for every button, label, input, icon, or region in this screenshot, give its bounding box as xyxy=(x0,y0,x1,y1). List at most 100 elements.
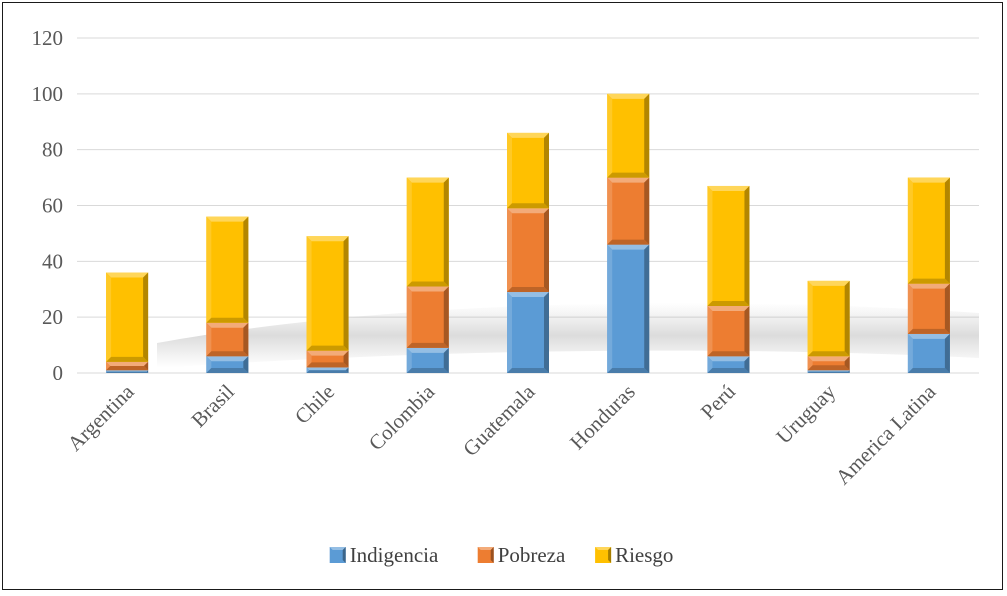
bar-bevel-right xyxy=(243,216,249,323)
bar-bevel-top xyxy=(306,350,349,356)
bar-body xyxy=(507,292,549,373)
bar-bevel-left xyxy=(406,286,412,348)
bar-bevel-bottom xyxy=(206,368,249,373)
legend-swatch-bevel xyxy=(329,547,346,550)
bar-body xyxy=(206,322,249,357)
bar-bevel-bottom xyxy=(406,368,449,373)
bar-bevel-top xyxy=(907,333,950,339)
bar-bevel-bottom xyxy=(507,287,549,293)
bar-segment-pobreza xyxy=(206,322,249,357)
bar-bevel-bottom xyxy=(206,351,249,357)
x-category-label: Uruguay xyxy=(771,379,840,448)
bar-bevel-left xyxy=(607,177,613,245)
bar-bevel-top xyxy=(206,322,249,328)
bar-segment-pobreza xyxy=(406,286,449,348)
x-category-label: Colombia xyxy=(364,379,440,455)
bar-body xyxy=(907,283,950,334)
x-category-label: Honduras xyxy=(565,380,640,455)
bar-bevel-right xyxy=(143,272,149,362)
bar-bevel-bottom xyxy=(406,342,449,348)
bar-body xyxy=(507,208,549,293)
bar-bevel-top xyxy=(707,185,750,191)
bar-bevel-bottom xyxy=(607,172,650,178)
bar-body xyxy=(707,306,750,357)
bar-bevel-bottom xyxy=(707,368,750,373)
bar-bevel-top xyxy=(306,236,349,242)
bar-bevel-top xyxy=(406,177,449,183)
bar-bevel-bottom xyxy=(807,365,850,371)
bar-bevel-top xyxy=(206,356,249,362)
legend-swatch xyxy=(595,547,612,563)
bar-bevel-right xyxy=(243,322,249,357)
bar-bevel-bottom xyxy=(707,351,750,357)
bar-bevel-top xyxy=(306,367,349,371)
x-category-label: Perú xyxy=(696,379,741,424)
bar-bevel-bottom xyxy=(206,317,249,323)
bar-bevel-top xyxy=(607,244,650,250)
legend-item-riesgo: Riesgo xyxy=(595,543,673,567)
bar-bevel-right xyxy=(944,283,950,334)
bar-bevel-bottom xyxy=(907,328,950,334)
bar-bevel-bottom xyxy=(306,370,349,373)
bar-segment-pobreza xyxy=(106,361,149,371)
bar-segment-riesgo xyxy=(507,132,549,209)
legend-label: Indigencia xyxy=(350,543,439,567)
bar-segment-riesgo xyxy=(306,236,349,351)
bar-bevel-left xyxy=(707,306,713,357)
bar-bevel-right xyxy=(544,208,549,293)
bar-segment-pobreza xyxy=(306,350,349,368)
bar-body xyxy=(907,333,950,373)
bar-bevel-right xyxy=(143,361,149,371)
bar-bevel-bottom xyxy=(306,362,349,368)
bar-body xyxy=(106,272,149,362)
bar-bevel-top xyxy=(507,292,549,298)
legend-swatch-bevel xyxy=(342,547,346,563)
bar-bevel-left xyxy=(607,244,613,373)
bar-bevel-top xyxy=(607,93,650,99)
legend-swatch-bevel xyxy=(595,547,612,550)
bar-bevel-left xyxy=(206,322,212,357)
bar-bevel-left xyxy=(807,280,813,357)
bar-bevel-left xyxy=(907,177,913,284)
bar-bevel-top xyxy=(607,177,650,183)
bar-bevel-right xyxy=(944,177,950,284)
bar-bevel-bottom xyxy=(507,368,549,373)
bar-bevel-right xyxy=(944,333,950,373)
bar-segment-riesgo xyxy=(707,185,750,306)
bar-bevel-left xyxy=(206,216,212,323)
bar-bevel-left xyxy=(406,177,412,287)
legend-swatch-bevel xyxy=(490,547,494,563)
legend-swatch xyxy=(329,547,346,563)
bar-body xyxy=(607,244,650,373)
bar-bevel-top xyxy=(507,132,549,138)
bar-segment-indigencia xyxy=(507,292,549,373)
legend-item-indigencia: Indigencia xyxy=(329,543,439,567)
bar-bevel-bottom xyxy=(707,301,750,306)
y-tick-label: 20 xyxy=(42,305,63,329)
bar-segment-riesgo xyxy=(106,272,149,362)
bar-bevel-bottom xyxy=(406,281,449,287)
y-tick-label: 80 xyxy=(42,138,63,162)
bar-bevel-left xyxy=(106,361,111,371)
bar-bevel-right xyxy=(544,132,549,209)
bar-bevel-left xyxy=(106,272,112,362)
bar-bevel-left xyxy=(707,356,713,373)
bar-bevel-left xyxy=(507,132,512,209)
bar-body xyxy=(807,280,850,357)
bar-body xyxy=(707,185,750,306)
y-tick-label: 100 xyxy=(32,82,64,106)
bar-bevel-right xyxy=(644,244,650,373)
bar-segment-indigencia xyxy=(707,356,750,373)
bar-bevel-right xyxy=(844,280,850,357)
bar-bevel-right xyxy=(744,185,750,306)
bar-segment-pobreza xyxy=(907,283,950,334)
bar-bevel-bottom xyxy=(507,203,549,209)
x-category-label: Guatemala xyxy=(458,379,540,461)
bar-segment-pobreza xyxy=(507,208,549,293)
bar-bevel-top xyxy=(707,306,750,311)
bar-bevel-right xyxy=(848,370,850,373)
bar-segment-indigencia xyxy=(206,356,249,373)
bar-bevel-top xyxy=(106,272,149,278)
legend-swatch-bevel xyxy=(608,547,612,563)
stacked-bar-chart: 0 20 40 60 80 100 120 Argentina Brasil Chile Colom… xyxy=(32,26,979,567)
